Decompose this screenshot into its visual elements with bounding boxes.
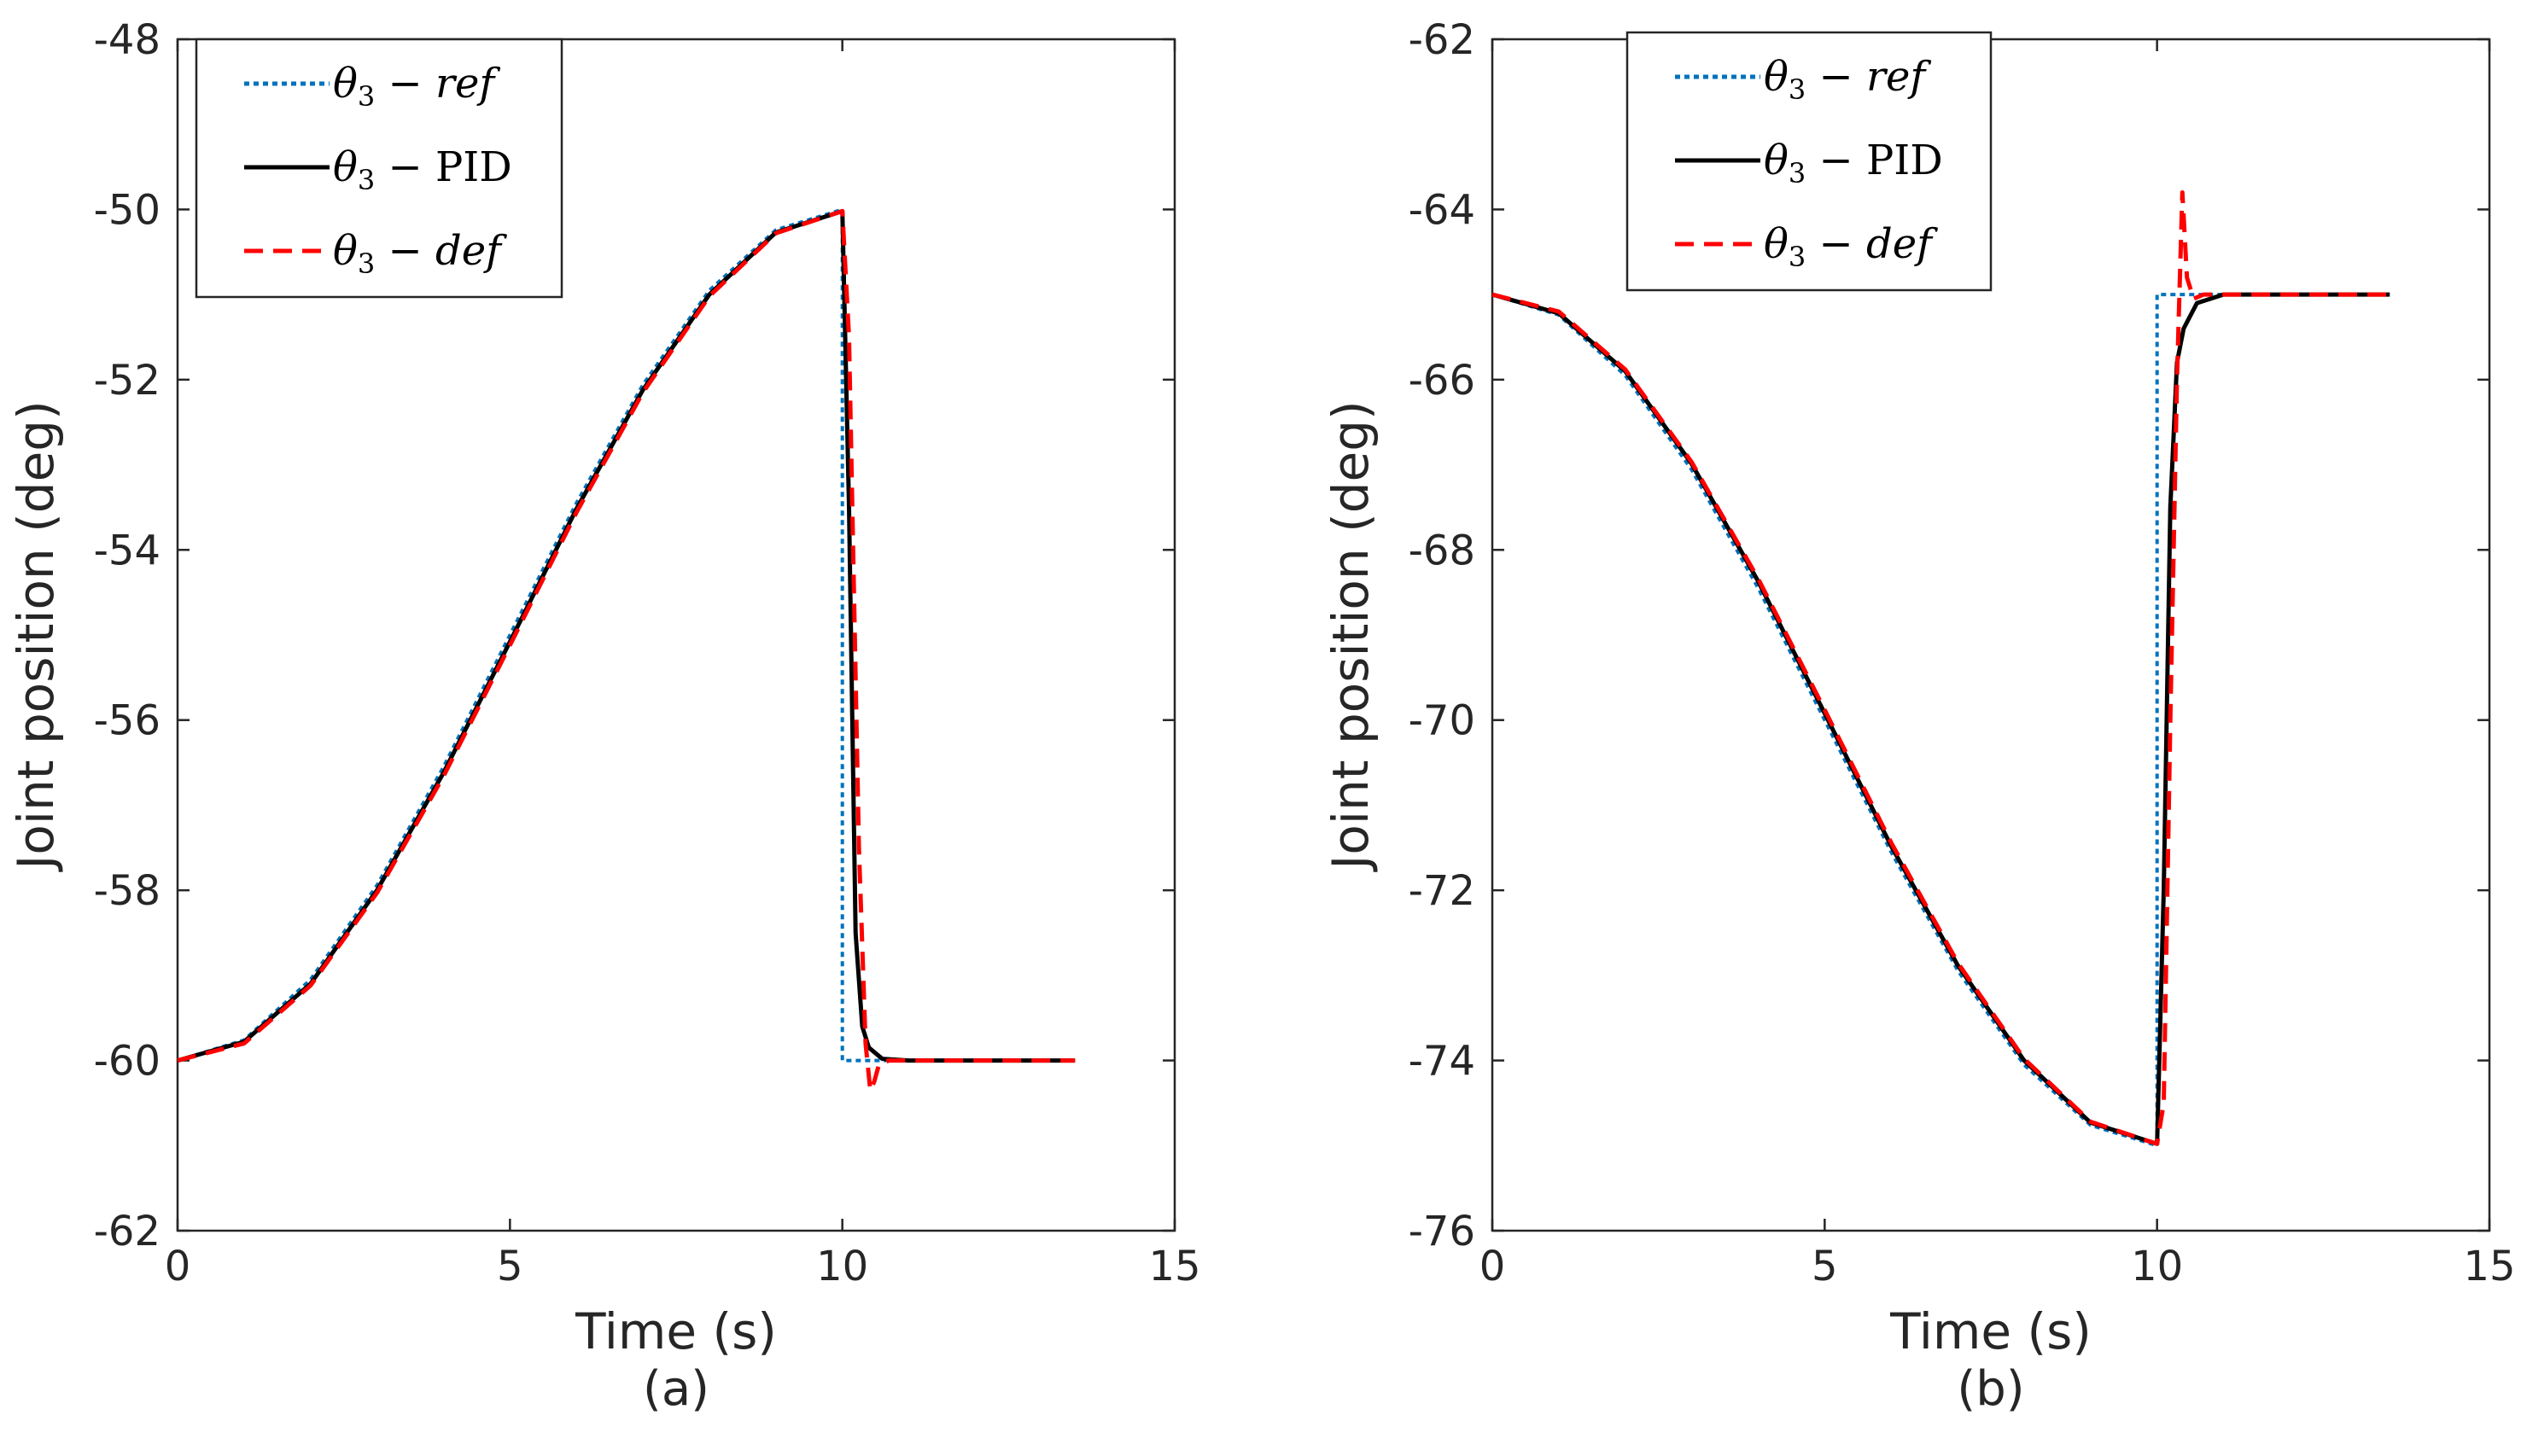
y-tick-label: -56 [94,697,160,745]
y-tick-label: -66 [1409,357,1475,405]
x-tick-label: 0 [1479,1243,1506,1290]
y-axis-label: Joint position (deg) [1322,400,1380,871]
y-tick-label: -76 [1409,1208,1475,1255]
y-axis-label: Joint position (deg) [7,400,65,871]
x-tick-label: 0 [165,1243,191,1290]
y-tick-label: -50 [94,186,160,234]
y-tick-label: -54 [94,527,160,574]
y-tick-label: -64 [1409,186,1475,234]
x-tick-label: 10 [2131,1243,2183,1290]
legend-label: θ3 − PID [1764,137,1943,189]
y-tick-label: -68 [1409,527,1475,574]
x-tick-label: 15 [1148,1243,1200,1290]
y-tick-label: -74 [1409,1038,1475,1086]
y-tick-label: -60 [94,1038,160,1086]
y-tick-label: -62 [94,1208,160,1255]
y-tick-label: -58 [94,867,160,915]
y-tick-label: -48 [94,16,160,64]
panel-caption: (b) [1957,1361,2024,1417]
x-tick-label: 10 [816,1243,868,1290]
series-line-dashed [177,208,1076,1092]
y-tick-label: -52 [94,357,160,405]
x-axis-label: Time (s) [1889,1302,2092,1360]
legend-label: θ3 − def [1764,220,1938,273]
legend-label: θ3 − ref [333,60,500,113]
x-tick-label: 5 [497,1243,523,1290]
chart-panel-b: 0 5 10 15 -62 -64 -66 -68 -70 -72 -74 -76 Time (s) Jo… [1322,16,2516,1417]
y-tick-label: -70 [1409,697,1475,745]
legend-label: θ3 − PID [333,143,512,196]
x-tick-label: 5 [1812,1243,1838,1290]
chart-panel-a: 0 5 10 15 -48 -50 -52 -54 -56 -58 -60 -62 Time (s) Jo… [7,16,1201,1417]
series-line-dotted [1491,293,2390,1148]
series-line-dashed [1491,190,2390,1146]
x-axis-label: Time (s) [575,1302,777,1360]
y-tick-label: -72 [1409,867,1475,915]
legend-label: θ3 − ref [1764,53,1931,106]
series-line-dotted [177,207,1076,1063]
legend: θ3 − ref θ3 − PID θ3 − def [195,38,563,299]
legend-label: θ3 − def [333,227,507,280]
panel-caption: (a) [643,1361,709,1417]
legend: θ3 − ref θ3 − PID θ3 − def [1625,31,1993,292]
x-tick-label: 15 [2463,1243,2515,1290]
y-tick-label: -62 [1409,16,1475,64]
